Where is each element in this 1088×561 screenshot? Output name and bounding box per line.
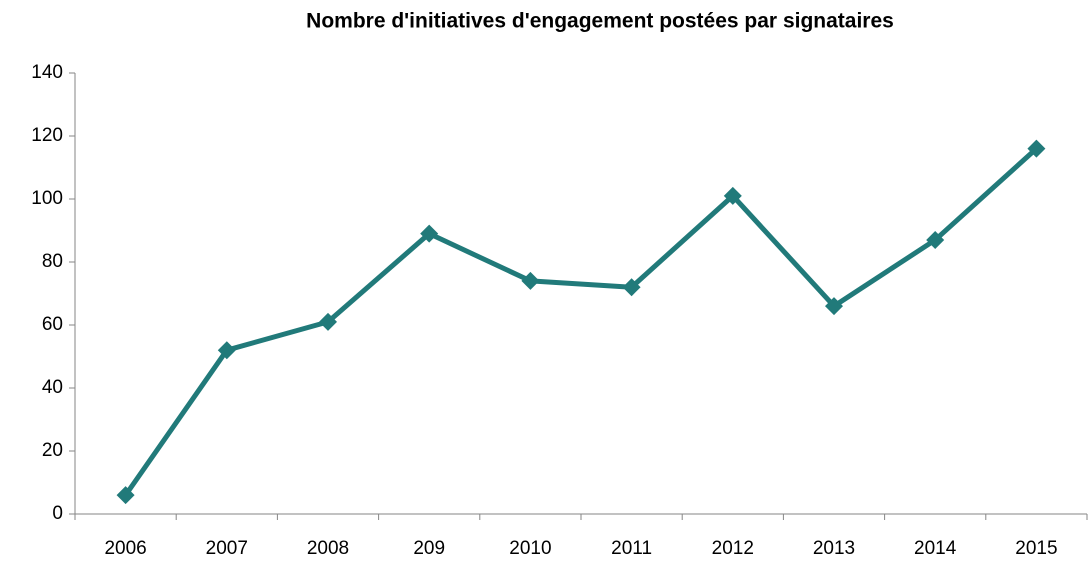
x-tick-label: 2010 — [509, 538, 551, 559]
data-point — [319, 312, 337, 331]
data-point — [420, 224, 439, 243]
series-line — [123, 146, 1039, 497]
x-tick-label: 2008 — [307, 538, 349, 559]
data-point — [217, 341, 236, 360]
y-tick-label: 60 — [42, 314, 63, 335]
y-tick-label: 120 — [31, 125, 63, 146]
data-point — [622, 278, 641, 297]
y-tick-label: 40 — [42, 377, 63, 398]
data-point — [1027, 139, 1046, 158]
x-tick-label: 2006 — [104, 538, 146, 559]
x-tick-label: 2007 — [206, 538, 248, 559]
x-tick-label: 2015 — [1015, 538, 1057, 559]
data-point — [825, 297, 843, 316]
data-point — [926, 230, 945, 249]
x-tick-label: 2012 — [712, 538, 754, 559]
data-point — [116, 486, 135, 505]
y-tick-label: 0 — [52, 503, 63, 524]
y-tick-label: 100 — [31, 188, 63, 209]
x-tick-label: 2011 — [611, 538, 652, 559]
x-tick-label: 209 — [413, 538, 445, 559]
data-point — [723, 186, 742, 205]
x-tick-label: 2014 — [914, 538, 957, 559]
chart-title: Nombre d'initiatives d'engagement postée… — [306, 10, 894, 33]
y-tick-label: 140 — [31, 62, 63, 83]
y-tick-label: 80 — [42, 251, 63, 272]
y-tick-label: 20 — [42, 440, 63, 461]
x-tick-label: 2013 — [813, 538, 855, 559]
data-point — [521, 271, 540, 290]
